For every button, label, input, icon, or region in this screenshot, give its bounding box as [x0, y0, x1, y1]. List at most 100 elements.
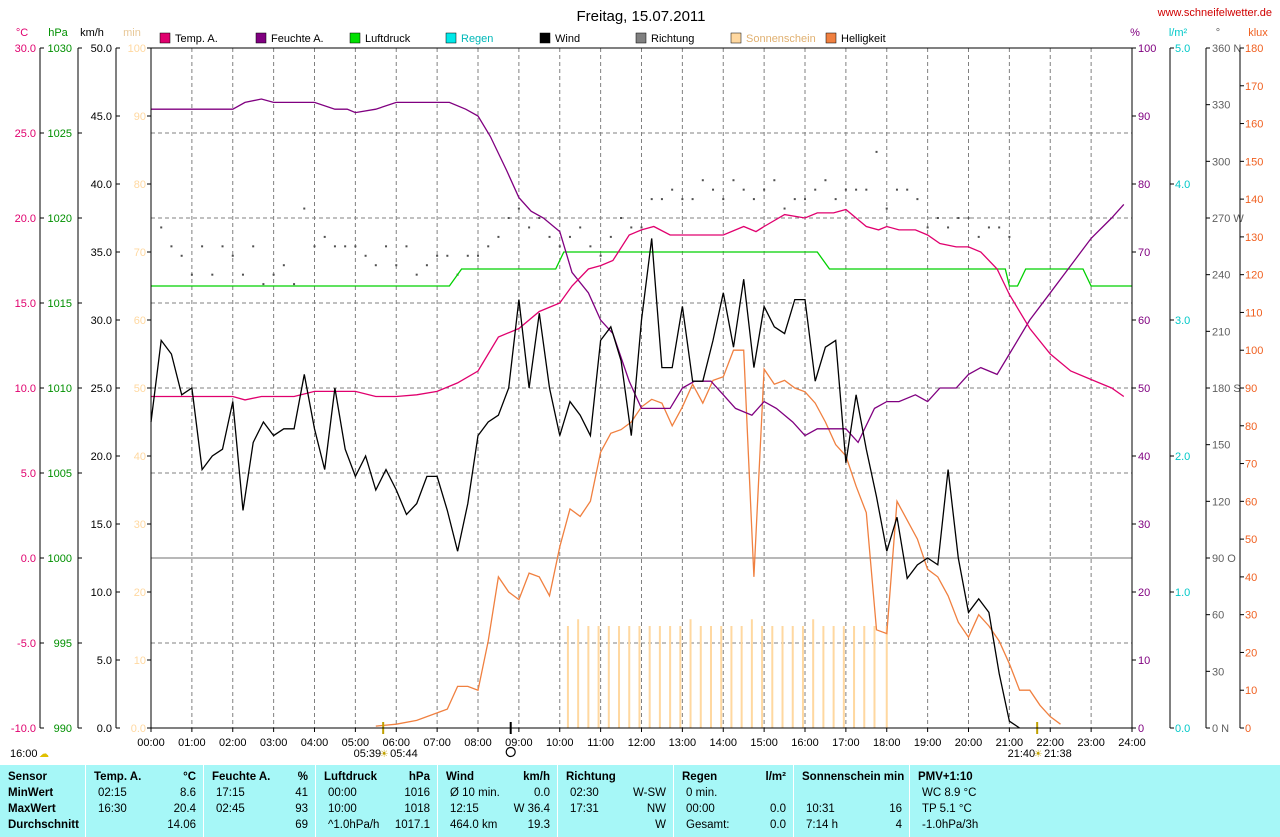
stats-cell-value: W — [655, 819, 666, 831]
x-tick-label: 16:00 — [791, 737, 819, 749]
right-unit-label: ° — [1216, 27, 1220, 39]
pressure-tick-label: 990 — [54, 723, 72, 735]
rain-tick-label: 2.0 — [1175, 451, 1190, 463]
stats-cell-value: 1017.1 — [394, 819, 430, 831]
direction-point — [354, 245, 357, 248]
direction-point — [436, 254, 439, 257]
direction-point — [936, 217, 939, 219]
direction-point — [834, 198, 837, 201]
direction-point — [957, 217, 960, 219]
x-tick-label: 12:00 — [628, 737, 656, 749]
site-link[interactable]: www.schneifelwetter.de — [1157, 7, 1272, 19]
direction-point — [446, 254, 449, 257]
sunset-icon: ☀ — [1034, 749, 1043, 760]
left-unit-label: km/h — [80, 27, 104, 39]
sunshine-tick-label: 40 — [134, 451, 146, 463]
direction-tick-label: 0 N — [1212, 723, 1229, 735]
stats-block-title: Sonnenschein min — [802, 771, 905, 783]
direction-point — [814, 188, 817, 191]
direction-point — [916, 198, 919, 201]
legend-swatch — [730, 32, 742, 44]
pressure-tick-label: 1015 — [48, 298, 72, 310]
sunrise-icon: ☀ — [380, 749, 389, 760]
temp-tick-label: 20.0 — [15, 213, 36, 225]
pressure-line — [151, 251, 1132, 287]
x-tick-label: 18:00 — [873, 737, 901, 749]
humidity-tick-label: 60 — [1138, 315, 1150, 327]
right-unit-label: klux — [1248, 27, 1268, 39]
direction-point — [681, 198, 684, 201]
direction-point — [609, 235, 612, 238]
stats-block-title: Temp. A. — [94, 771, 142, 783]
x-tick-label: 08:00 — [464, 737, 492, 749]
direction-point — [906, 188, 909, 191]
temp-tick-label: 15.0 — [15, 298, 36, 310]
stats-block-unit: °C — [183, 771, 196, 783]
stats-cell-value: 8.6 — [180, 787, 196, 799]
direction-point — [558, 245, 561, 248]
stats-separator — [85, 765, 86, 837]
stats-cell-value: 20.4 — [173, 803, 196, 815]
direction-tick-label: 270 W — [1212, 213, 1244, 225]
statistics-panel: Sensor MinWert MaxWert Durchschnitt Temp. A.… — [0, 765, 1280, 837]
direction-point — [977, 235, 980, 238]
direction-point — [671, 188, 674, 191]
stats-row-label: Sensor — [8, 771, 47, 783]
direction-point — [415, 273, 418, 276]
brightness-tick-label: 20 — [1245, 647, 1257, 659]
stats-cell-label: 00:00 — [328, 787, 357, 799]
direction-point — [579, 226, 582, 229]
direction-tick-label: 330 — [1212, 100, 1230, 112]
legend-label: Richtung — [651, 33, 694, 45]
direction-point — [211, 273, 214, 276]
direction-point — [344, 245, 347, 248]
direction-point — [589, 245, 592, 248]
brightness-line — [375, 349, 1061, 727]
stats-cell-label: -1.0hPa/3h — [922, 819, 979, 831]
pressure-tick-label: 1025 — [48, 128, 72, 140]
grid-lines — [151, 48, 1132, 728]
stats-block-unit: % — [297, 771, 308, 783]
direction-point — [865, 188, 868, 191]
stats-block-unit: hPa — [408, 771, 430, 783]
direction-point — [323, 235, 326, 238]
brightness-tick-label: 80 — [1245, 421, 1257, 433]
direction-point — [855, 188, 858, 191]
direction-point — [252, 245, 255, 248]
direction-point — [364, 254, 367, 257]
rain-tick-label: 1.0 — [1175, 587, 1190, 599]
direction-point — [773, 179, 776, 182]
direction-point — [405, 245, 408, 248]
direction-tick-label: 60 — [1212, 610, 1224, 622]
temp-tick-label: 25.0 — [15, 128, 36, 140]
x-tick-label: 03:00 — [260, 737, 288, 749]
brightness-tick-label: 170 — [1245, 81, 1263, 93]
wind-tick-label: 30.0 — [91, 315, 112, 327]
direction-point — [477, 254, 479, 257]
stats-block-title: Richtung — [566, 771, 616, 783]
stats-cell-value: 16 — [889, 803, 902, 815]
x-tick-label: 13:00 — [669, 737, 697, 749]
wind-tick-label: 25.0 — [91, 383, 112, 395]
brightness-tick-label: 100 — [1245, 345, 1263, 357]
stats-cell-label: 464.0 km — [450, 819, 498, 831]
direction-tick-label: 180 S — [1212, 383, 1241, 395]
direction-point — [620, 217, 623, 219]
chart-legend: Temp. A. Feuchte A. Luftdruck Regen Wind Rich… — [159, 32, 886, 45]
direction-point — [640, 226, 643, 229]
direction-point — [313, 245, 316, 248]
x-tick-label: 05:00 — [342, 737, 370, 749]
direction-point — [844, 188, 847, 191]
stats-cell-value: 41 — [295, 787, 308, 799]
left-unit-label: hPa — [48, 27, 68, 39]
direction-point — [660, 198, 663, 201]
sunshine-tick-label: 50 — [134, 383, 146, 395]
legend-label: Feuchte A. — [271, 33, 324, 45]
stats-row-label: MaxWert — [8, 803, 56, 815]
legend-swatch — [349, 32, 361, 44]
stats-block-title: Luftdruck — [324, 771, 378, 783]
stats-cell-value: 14.06 — [167, 819, 196, 831]
stats-cell-label: 00:00 — [686, 803, 715, 815]
stats-row-label: MinWert — [8, 787, 54, 799]
